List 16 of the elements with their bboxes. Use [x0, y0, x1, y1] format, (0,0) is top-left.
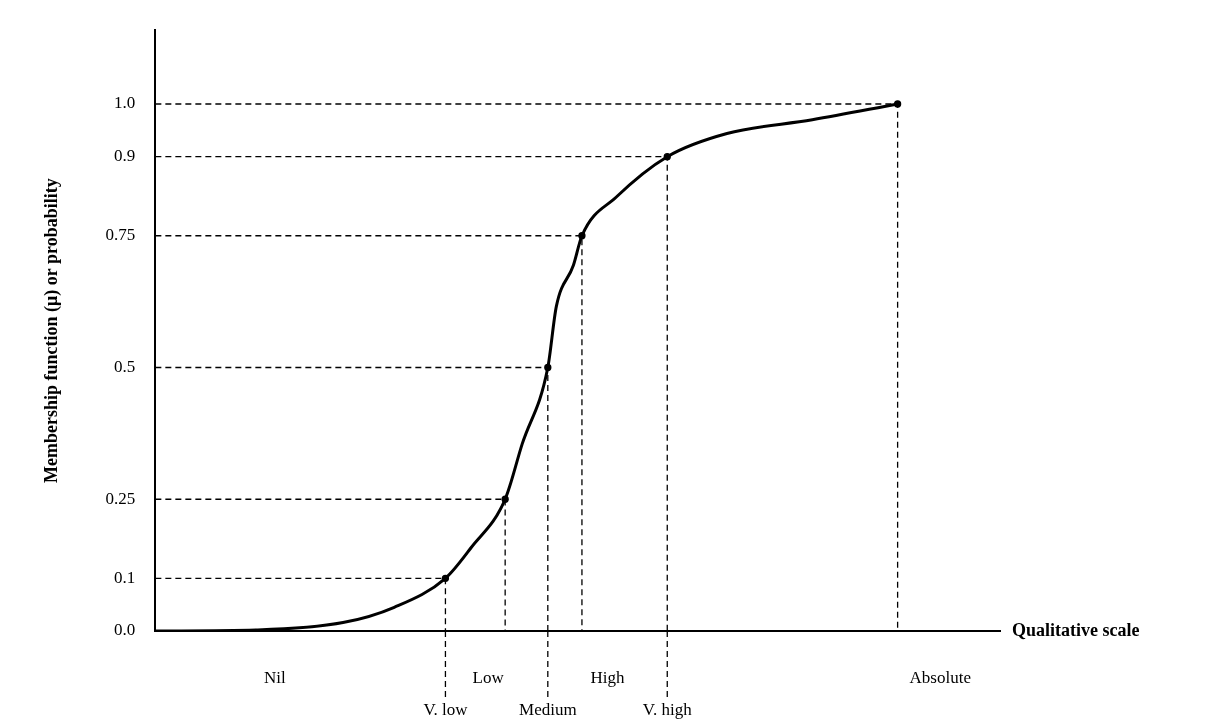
- y-tick-label: 0.5: [114, 356, 136, 376]
- x-tick-label: Low: [472, 668, 505, 688]
- x-tick-label: Medium: [519, 700, 577, 720]
- x-axis-title: Qualitative scale: [1012, 619, 1140, 640]
- x-tick-label: Absolute: [909, 668, 971, 688]
- y-tick-label: 0.25: [105, 488, 136, 508]
- x-tick-label: Nil: [263, 668, 286, 688]
- y-tick-label: 1.0: [114, 93, 136, 113]
- y-tick-label: 0.0: [114, 620, 136, 640]
- y-tick-label: 0.1: [114, 567, 136, 587]
- x-tick-label: V. high: [642, 700, 693, 720]
- x-tick-label: V. low: [423, 700, 469, 720]
- y-axis-title: Membership function (μ) or probability: [41, 178, 63, 483]
- y-tick-label: 0.9: [114, 146, 136, 166]
- x-tick-label: High: [590, 668, 626, 688]
- y-tick-label: 0.75: [105, 225, 136, 245]
